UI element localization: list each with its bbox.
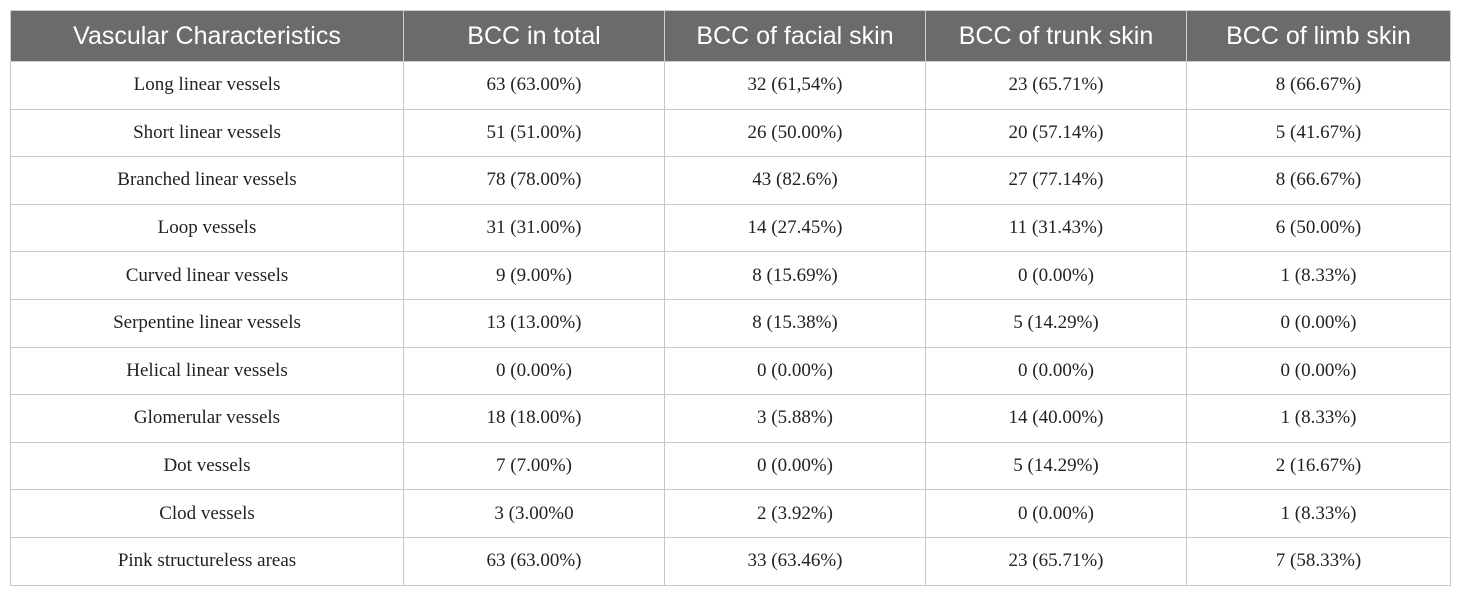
header-bcc-in-total: BCC in total — [403, 10, 665, 62]
table-row: Loop vessels 31 (31.00%) 14 (27.45%) 11 … — [10, 203, 1451, 253]
cell-bcc-total: 63 (63.00%) — [403, 536, 665, 586]
cell-characteristic: Loop vessels — [10, 203, 404, 253]
cell-bcc-trunk: 27 (77.14%) — [925, 156, 1187, 205]
cell-bcc-trunk: 0 (0.00%) — [925, 346, 1187, 396]
table-row: Serpentine linear vessels 13 (13.00%) 8 … — [10, 298, 1451, 348]
table-row: Clod vessels 3 (3.00%0 2 (3.92%) 0 (0.00… — [10, 489, 1451, 538]
cell-bcc-total: 7 (7.00%) — [403, 441, 665, 491]
cell-bcc-limb: 6 (50.00%) — [1186, 203, 1451, 253]
table-row: Glomerular vessels 18 (18.00%) 3 (5.88%)… — [10, 394, 1451, 443]
cell-bcc-trunk: 23 (65.71%) — [925, 61, 1187, 110]
cell-bcc-limb: 7 (58.33%) — [1186, 536, 1451, 586]
table-row: Pink structureless areas 63 (63.00%) 33 … — [10, 536, 1451, 586]
table-header: Vascular Characteristics BCC in total BC… — [10, 10, 1451, 62]
header-vascular-characteristics: Vascular Characteristics — [10, 10, 404, 62]
cell-characteristic: Glomerular vessels — [10, 394, 404, 443]
cell-characteristic: Pink structureless areas — [10, 536, 404, 586]
cell-characteristic: Serpentine linear vessels — [10, 298, 404, 348]
cell-characteristic: Dot vessels — [10, 441, 404, 491]
cell-bcc-facial: 3 (5.88%) — [664, 394, 926, 443]
cell-bcc-limb: 0 (0.00%) — [1186, 346, 1451, 396]
cell-bcc-limb: 1 (8.33%) — [1186, 251, 1451, 300]
cell-bcc-limb: 5 (41.67%) — [1186, 108, 1451, 158]
cell-bcc-facial: 43 (82.6%) — [664, 156, 926, 205]
table-row: Curved linear vessels 9 (9.00%) 8 (15.69… — [10, 251, 1451, 300]
cell-bcc-total: 31 (31.00%) — [403, 203, 665, 253]
cell-characteristic: Long linear vessels — [10, 61, 404, 110]
cell-bcc-facial: 8 (15.38%) — [664, 298, 926, 348]
cell-characteristic: Helical linear vessels — [10, 346, 404, 396]
cell-bcc-facial: 0 (0.00%) — [664, 346, 926, 396]
vascular-table-container: Vascular Characteristics BCC in total BC… — [10, 10, 1451, 586]
cell-bcc-trunk: 14 (40.00%) — [925, 394, 1187, 443]
table-row: Short linear vessels 51 (51.00%) 26 (50.… — [10, 108, 1451, 158]
vascular-characteristics-table: Vascular Characteristics BCC in total BC… — [10, 10, 1451, 586]
cell-bcc-limb: 1 (8.33%) — [1186, 394, 1451, 443]
cell-bcc-trunk: 5 (14.29%) — [925, 441, 1187, 491]
cell-bcc-total: 63 (63.00%) — [403, 61, 665, 110]
cell-bcc-limb: 1 (8.33%) — [1186, 489, 1451, 538]
cell-bcc-total: 51 (51.00%) — [403, 108, 665, 158]
cell-characteristic: Curved linear vessels — [10, 251, 404, 300]
cell-bcc-trunk: 0 (0.00%) — [925, 251, 1187, 300]
cell-bcc-facial: 26 (50.00%) — [664, 108, 926, 158]
cell-bcc-total: 3 (3.00%0 — [403, 489, 665, 538]
cell-bcc-facial: 32 (61,54%) — [664, 61, 926, 110]
cell-bcc-limb: 8 (66.67%) — [1186, 156, 1451, 205]
cell-bcc-facial: 8 (15.69%) — [664, 251, 926, 300]
cell-characteristic: Short linear vessels — [10, 108, 404, 158]
cell-bcc-total: 18 (18.00%) — [403, 394, 665, 443]
header-bcc-trunk-skin: BCC of trunk skin — [925, 10, 1187, 62]
cell-bcc-trunk: 5 (14.29%) — [925, 298, 1187, 348]
cell-bcc-total: 0 (0.00%) — [403, 346, 665, 396]
cell-bcc-facial: 14 (27.45%) — [664, 203, 926, 253]
cell-characteristic: Branched linear vessels — [10, 156, 404, 205]
table-row: Long linear vessels 63 (63.00%) 32 (61,5… — [10, 61, 1451, 110]
cell-bcc-total: 9 (9.00%) — [403, 251, 665, 300]
cell-bcc-facial: 33 (63.46%) — [664, 536, 926, 586]
cell-bcc-total: 13 (13.00%) — [403, 298, 665, 348]
header-bcc-limb-skin: BCC of limb skin — [1186, 10, 1451, 62]
cell-bcc-limb: 0 (0.00%) — [1186, 298, 1451, 348]
cell-characteristic: Clod vessels — [10, 489, 404, 538]
cell-bcc-trunk: 11 (31.43%) — [925, 203, 1187, 253]
cell-bcc-total: 78 (78.00%) — [403, 156, 665, 205]
cell-bcc-limb: 2 (16.67%) — [1186, 441, 1451, 491]
cell-bcc-facial: 2 (3.92%) — [664, 489, 926, 538]
cell-bcc-trunk: 23 (65.71%) — [925, 536, 1187, 586]
cell-bcc-facial: 0 (0.00%) — [664, 441, 926, 491]
cell-bcc-trunk: 20 (57.14%) — [925, 108, 1187, 158]
table-row: Dot vessels 7 (7.00%) 0 (0.00%) 5 (14.29… — [10, 441, 1451, 491]
table-body: Long linear vessels 63 (63.00%) 32 (61,5… — [10, 61, 1451, 586]
header-bcc-facial-skin: BCC of facial skin — [664, 10, 926, 62]
table-row: Branched linear vessels 78 (78.00%) 43 (… — [10, 156, 1451, 205]
cell-bcc-limb: 8 (66.67%) — [1186, 61, 1451, 110]
table-row: Helical linear vessels 0 (0.00%) 0 (0.00… — [10, 346, 1451, 396]
cell-bcc-trunk: 0 (0.00%) — [925, 489, 1187, 538]
header-row: Vascular Characteristics BCC in total BC… — [10, 10, 1451, 62]
